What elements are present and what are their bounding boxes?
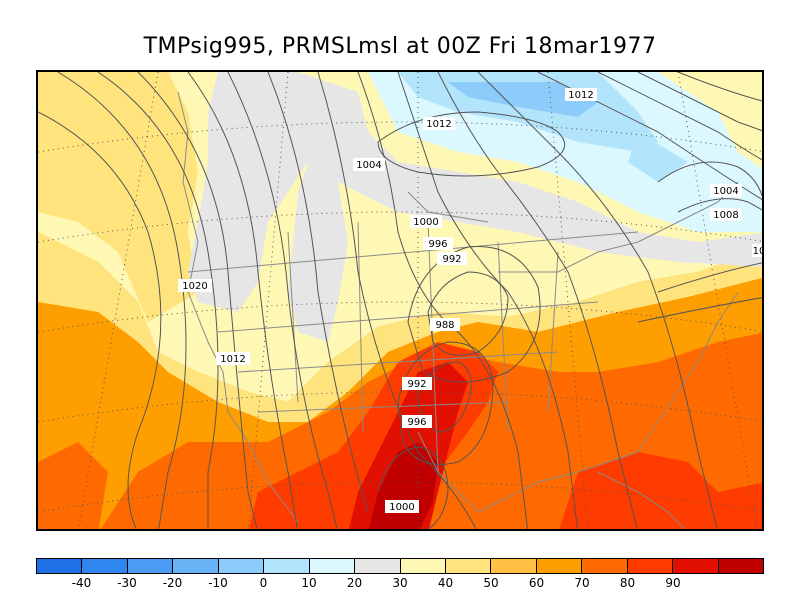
colorbar-swatch — [718, 559, 763, 573]
colorbar-swatch — [400, 559, 446, 573]
isobars — [38, 72, 762, 529]
svg-text:1000: 1000 — [413, 217, 438, 228]
svg-text:10: 10 — [753, 246, 764, 257]
colorbar-tick-label: -10 — [208, 576, 228, 590]
colorbar-tick-label: 10 — [301, 576, 317, 590]
colorbar-tick-label: -20 — [162, 576, 183, 590]
colorbar-swatch — [673, 559, 719, 573]
temperature-fill — [38, 72, 762, 529]
weather-map: 1012 1012 1004 1004 1008 1000 996 992 10… — [36, 70, 764, 531]
contour-labels: 1012 1012 1004 1004 1008 1000 996 992 10… — [178, 88, 764, 513]
colorbar-swatch — [536, 559, 583, 573]
colorbar-swatch — [491, 559, 537, 573]
contour-label: 1000 — [410, 215, 442, 228]
colorbar-swatch — [82, 559, 128, 573]
contour-label: 992 — [402, 377, 432, 390]
colorbar-tick-label: 80 — [619, 576, 636, 590]
contour-label: 1004 — [710, 184, 742, 197]
svg-text:1012: 1012 — [568, 90, 593, 101]
colorbar-swatch — [264, 559, 310, 573]
colorbar-tick-label: 0 — [259, 576, 268, 590]
svg-text:1004: 1004 — [713, 186, 738, 197]
colorbar-swatch — [445, 559, 492, 573]
svg-text:988: 988 — [435, 320, 454, 331]
colorbar-tick-label: 40 — [437, 576, 454, 590]
colorbar-tick-label: -30 — [117, 576, 137, 590]
colorbar-tick-label: 70 — [574, 576, 590, 590]
svg-text:1000: 1000 — [389, 502, 414, 513]
colorbar-swatch — [355, 559, 401, 573]
svg-text:1012: 1012 — [220, 354, 245, 365]
svg-text:996: 996 — [407, 417, 426, 428]
colorbar-ticks: -40 -30 -20 -10 0 10 20 30 40 50 60 70 80 90 — [36, 576, 764, 596]
colorbar-tick-label: 20 — [346, 576, 363, 590]
contour-label: 1012 — [423, 117, 455, 130]
contour-label: 1000 — [385, 500, 419, 513]
contour-label: 1008 — [710, 208, 742, 221]
svg-text:1012: 1012 — [426, 119, 451, 130]
svg-text:1020: 1020 — [182, 281, 207, 292]
colorbar-tick-label: 30 — [392, 576, 408, 590]
contour-label: 1004 — [353, 158, 385, 171]
map-title: TMPsig995, PRMSLmsl at 00Z Fri 18mar1977 — [143, 34, 657, 59]
contour-label: 988 — [430, 318, 460, 331]
colorbar-swatch — [127, 559, 174, 573]
colorbar-swatch — [309, 559, 356, 573]
svg-text:1008: 1008 — [713, 210, 738, 221]
map-canvas: 1012 1012 1004 1004 1008 1000 996 992 10… — [38, 72, 764, 529]
contour-label: 996 — [402, 415, 432, 428]
colorbar-swatch — [37, 559, 83, 573]
contour-label: 1012 — [565, 88, 597, 101]
svg-text:992: 992 — [407, 379, 426, 390]
colorbar-tick-label: -40 — [71, 576, 92, 590]
colorbar-swatch — [173, 559, 219, 573]
svg-text:992: 992 — [442, 254, 461, 265]
contour-label: 1012 — [216, 352, 250, 365]
boundaries — [177, 91, 739, 529]
colorbar-swatch — [582, 559, 628, 573]
contour-label: 1020 — [178, 279, 212, 292]
colorbar-tick-label: 90 — [665, 576, 681, 590]
colorbar-tick-label: 60 — [528, 576, 545, 590]
colorbar — [36, 558, 764, 574]
colorbar-swatch — [627, 559, 674, 573]
contour-label: 10 — [752, 244, 764, 257]
contour-label: 996 — [423, 237, 453, 250]
colorbar-tick-label: 50 — [483, 576, 499, 590]
svg-text:996: 996 — [428, 239, 447, 250]
colorbar-swatch — [218, 559, 265, 573]
svg-text:1004: 1004 — [356, 160, 381, 171]
contour-label: 992 — [437, 252, 467, 265]
